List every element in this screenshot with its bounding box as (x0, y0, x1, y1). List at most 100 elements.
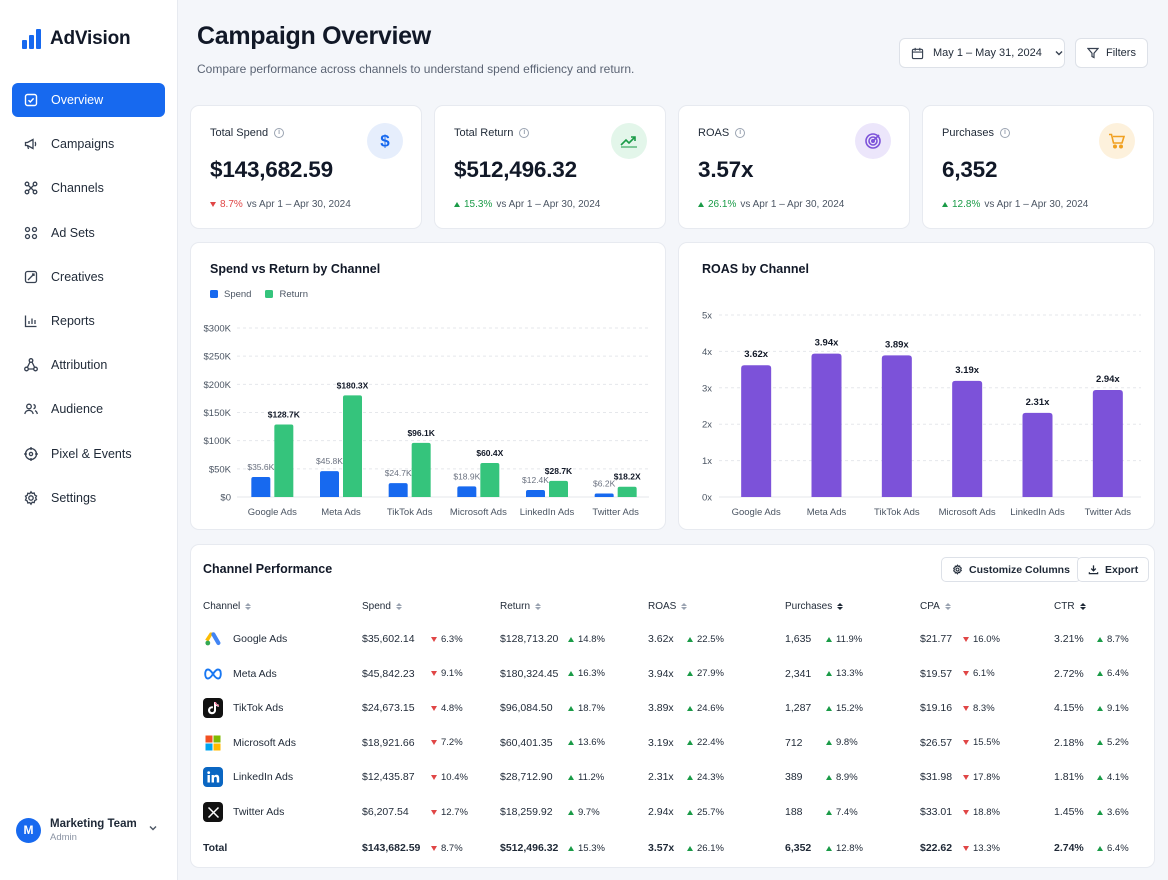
column-header-roas[interactable]: ROAS (648, 601, 688, 612)
bar-spend-linkedin-ads[interactable] (526, 489, 545, 497)
bar-spend-meta-ads[interactable] (320, 471, 339, 497)
sidebar-item-pixel-events[interactable]: Pixel & Events (12, 437, 165, 471)
sidebar-item-audience[interactable]: Audience (12, 392, 165, 426)
filters-button[interactable]: Filters (1075, 38, 1148, 68)
cell-ctr: 1.45% (1054, 806, 1084, 818)
info-icon[interactable]: i (735, 128, 746, 138)
table-total-row: Total $143,682.59 8.7% $512,496.32 15.3% 3.57… (191, 831, 1156, 865)
info-icon[interactable]: i (519, 128, 530, 138)
cell-change: 6.1% (973, 668, 995, 680)
sidebar-item-reports[interactable]: Reports (12, 304, 165, 338)
data-label: $6.2K (593, 479, 616, 489)
change-indicator: 9.1% (431, 657, 463, 691)
date-range-picker[interactable]: May 1 – May 31, 2024 (899, 38, 1065, 68)
page-subtitle: Compare performance across channels to u… (197, 62, 635, 76)
up-arrow-icon (698, 202, 704, 207)
up-arrow-icon (1097, 636, 1103, 642)
bar-spend-twitter-ads[interactable] (594, 493, 614, 497)
cell-spend: $143,682.59 (362, 842, 421, 854)
table-row[interactable]: LinkedIn Ads $12,435.87 10.4% $28,712.90 11.… (191, 760, 1156, 794)
avatar: M (16, 817, 41, 843)
bar-roas-microsoft-ads[interactable] (952, 380, 983, 497)
dollar-icon: $ (367, 123, 403, 159)
filters-label: Filters (1106, 47, 1136, 59)
kpi-label: Total Spend (210, 127, 269, 139)
sidebar-item-settings[interactable]: Settings (12, 481, 165, 515)
table-row[interactable]: Twitter Ads $6,207.54 12.7% $18,259.92 9.7% 2… (191, 795, 1156, 829)
cell-change: 15.2% (836, 702, 863, 714)
customize-columns-button[interactable]: Customize Columns (941, 557, 1081, 582)
bar-spend-microsoft-ads[interactable] (457, 486, 477, 497)
table-row[interactable]: TikTok Ads $24,673.15 4.8% $96,084.50 18.7% 3… (191, 691, 1156, 725)
sidebar-item-label: Overview (51, 93, 104, 107)
bar-return-google-ads[interactable] (274, 424, 294, 497)
change-indicator: 24.3% (687, 760, 724, 794)
column-header-cpa[interactable]: CPA (920, 601, 951, 612)
cell-change: 6.4% (1107, 842, 1129, 854)
chart-title: Spend vs Return by Channel (210, 262, 381, 276)
column-header-channel[interactable]: Channel (203, 601, 252, 612)
down-arrow-icon (431, 740, 437, 746)
cell-change: 12.7% (441, 806, 468, 818)
target-icon (855, 123, 891, 159)
cell-change: 22.5% (697, 633, 724, 645)
sidebar-item-channels[interactable]: Channels (12, 171, 165, 205)
sidebar-item-label: Attribution (51, 358, 108, 373)
up-arrow-icon (1097, 740, 1103, 746)
cell-cpa: $31.98 (920, 771, 953, 784)
bar-roas-google-ads[interactable] (741, 365, 772, 497)
table-row[interactable]: Google Ads $35,602.14 6.3% $128,713.20 14.8%… (191, 622, 1156, 656)
bar-chart-logo-icon (22, 29, 41, 49)
bar-return-linkedin-ads[interactable] (549, 480, 568, 497)
user-menu[interactable]: M Marketing Team Admin (16, 815, 162, 845)
spend-vs-return-chart: Spend vs Return by Channel Spend Return … (190, 242, 666, 530)
data-label: 3.62x (744, 349, 768, 360)
column-header-return[interactable]: Return (500, 601, 542, 612)
bar-roas-meta-ads[interactable] (811, 353, 842, 497)
sidebar-item-campaigns[interactable]: Campaigns (12, 127, 165, 161)
change-indicator: 8.3% (963, 691, 995, 725)
bar-roas-linkedin-ads[interactable] (1022, 412, 1053, 497)
column-header-purchases[interactable]: Purchases (785, 601, 844, 612)
down-arrow-icon (963, 740, 969, 746)
table-row[interactable]: Meta Ads $45,842.23 9.1% $180,324.45 16.3% 3.… (191, 657, 1156, 691)
spend-vs-return-plot: $0 $50K $100K $150K $200K $250K $300K $35.6K $12… (204, 324, 649, 518)
cell-change: 25.7% (697, 806, 724, 818)
kpi-card-roas: ROAS i 3.57x 26.1% vs Apr 1 – Apr 30, 2024 (678, 105, 910, 229)
bar-return-meta-ads[interactable] (343, 395, 362, 497)
roas-plot: 0x 1x 2x 3x 4x 5x 3.62x Google Ads 3.94x Meta Ads… (702, 311, 1141, 518)
up-arrow-icon (687, 809, 693, 815)
sidebar-item-overview[interactable]: Overview (12, 83, 165, 117)
sort-icon (944, 602, 951, 611)
bar-return-microsoft-ads[interactable] (480, 462, 500, 497)
sidebar-item-ad-sets[interactable]: Ad Sets (12, 216, 165, 250)
bar-spend-tiktok-ads[interactable] (388, 483, 408, 497)
table-row[interactable]: Microsoft Ads $18,921.66 7.2% $60,401.35 13.… (191, 726, 1156, 760)
sidebar-nav: Overview Campaigns Channels Ad Sets Crea… (12, 83, 165, 525)
bar-spend-google-ads[interactable] (251, 476, 271, 497)
info-icon[interactable]: i (274, 128, 285, 138)
bar-roas-tiktok-ads[interactable] (881, 355, 912, 497)
export-button[interactable]: Export (1077, 557, 1150, 582)
data-label: $60.4X (476, 448, 503, 458)
column-header-spend[interactable]: Spend (362, 601, 402, 612)
up-arrow-icon (568, 774, 574, 780)
bar-roas-twitter-ads[interactable] (1092, 389, 1123, 497)
legend-item-return[interactable]: Return (265, 289, 308, 300)
sidebar-item-creatives[interactable]: Creatives (12, 260, 165, 294)
up-arrow-icon (826, 671, 832, 677)
brand[interactable]: AdVision (22, 28, 131, 50)
cell-change: 8.7% (441, 842, 463, 854)
bar-return-tiktok-ads[interactable] (411, 442, 431, 497)
bar-return-twitter-ads[interactable] (617, 486, 637, 497)
data-label: $18.2X (614, 472, 641, 482)
cell-change: 13.3% (836, 668, 863, 680)
data-label: $28.7K (545, 466, 573, 476)
sidebar-item-label: Channels (51, 181, 104, 196)
column-header-ctr[interactable]: CTR (1054, 601, 1086, 612)
legend-item-spend[interactable]: Spend (210, 289, 251, 300)
info-icon[interactable]: i (999, 128, 1010, 138)
x-tick-label: Meta Ads (321, 507, 361, 518)
sidebar-item-attribution[interactable]: Attribution (12, 348, 165, 382)
channel-name: Microsoft Ads (233, 736, 297, 749)
